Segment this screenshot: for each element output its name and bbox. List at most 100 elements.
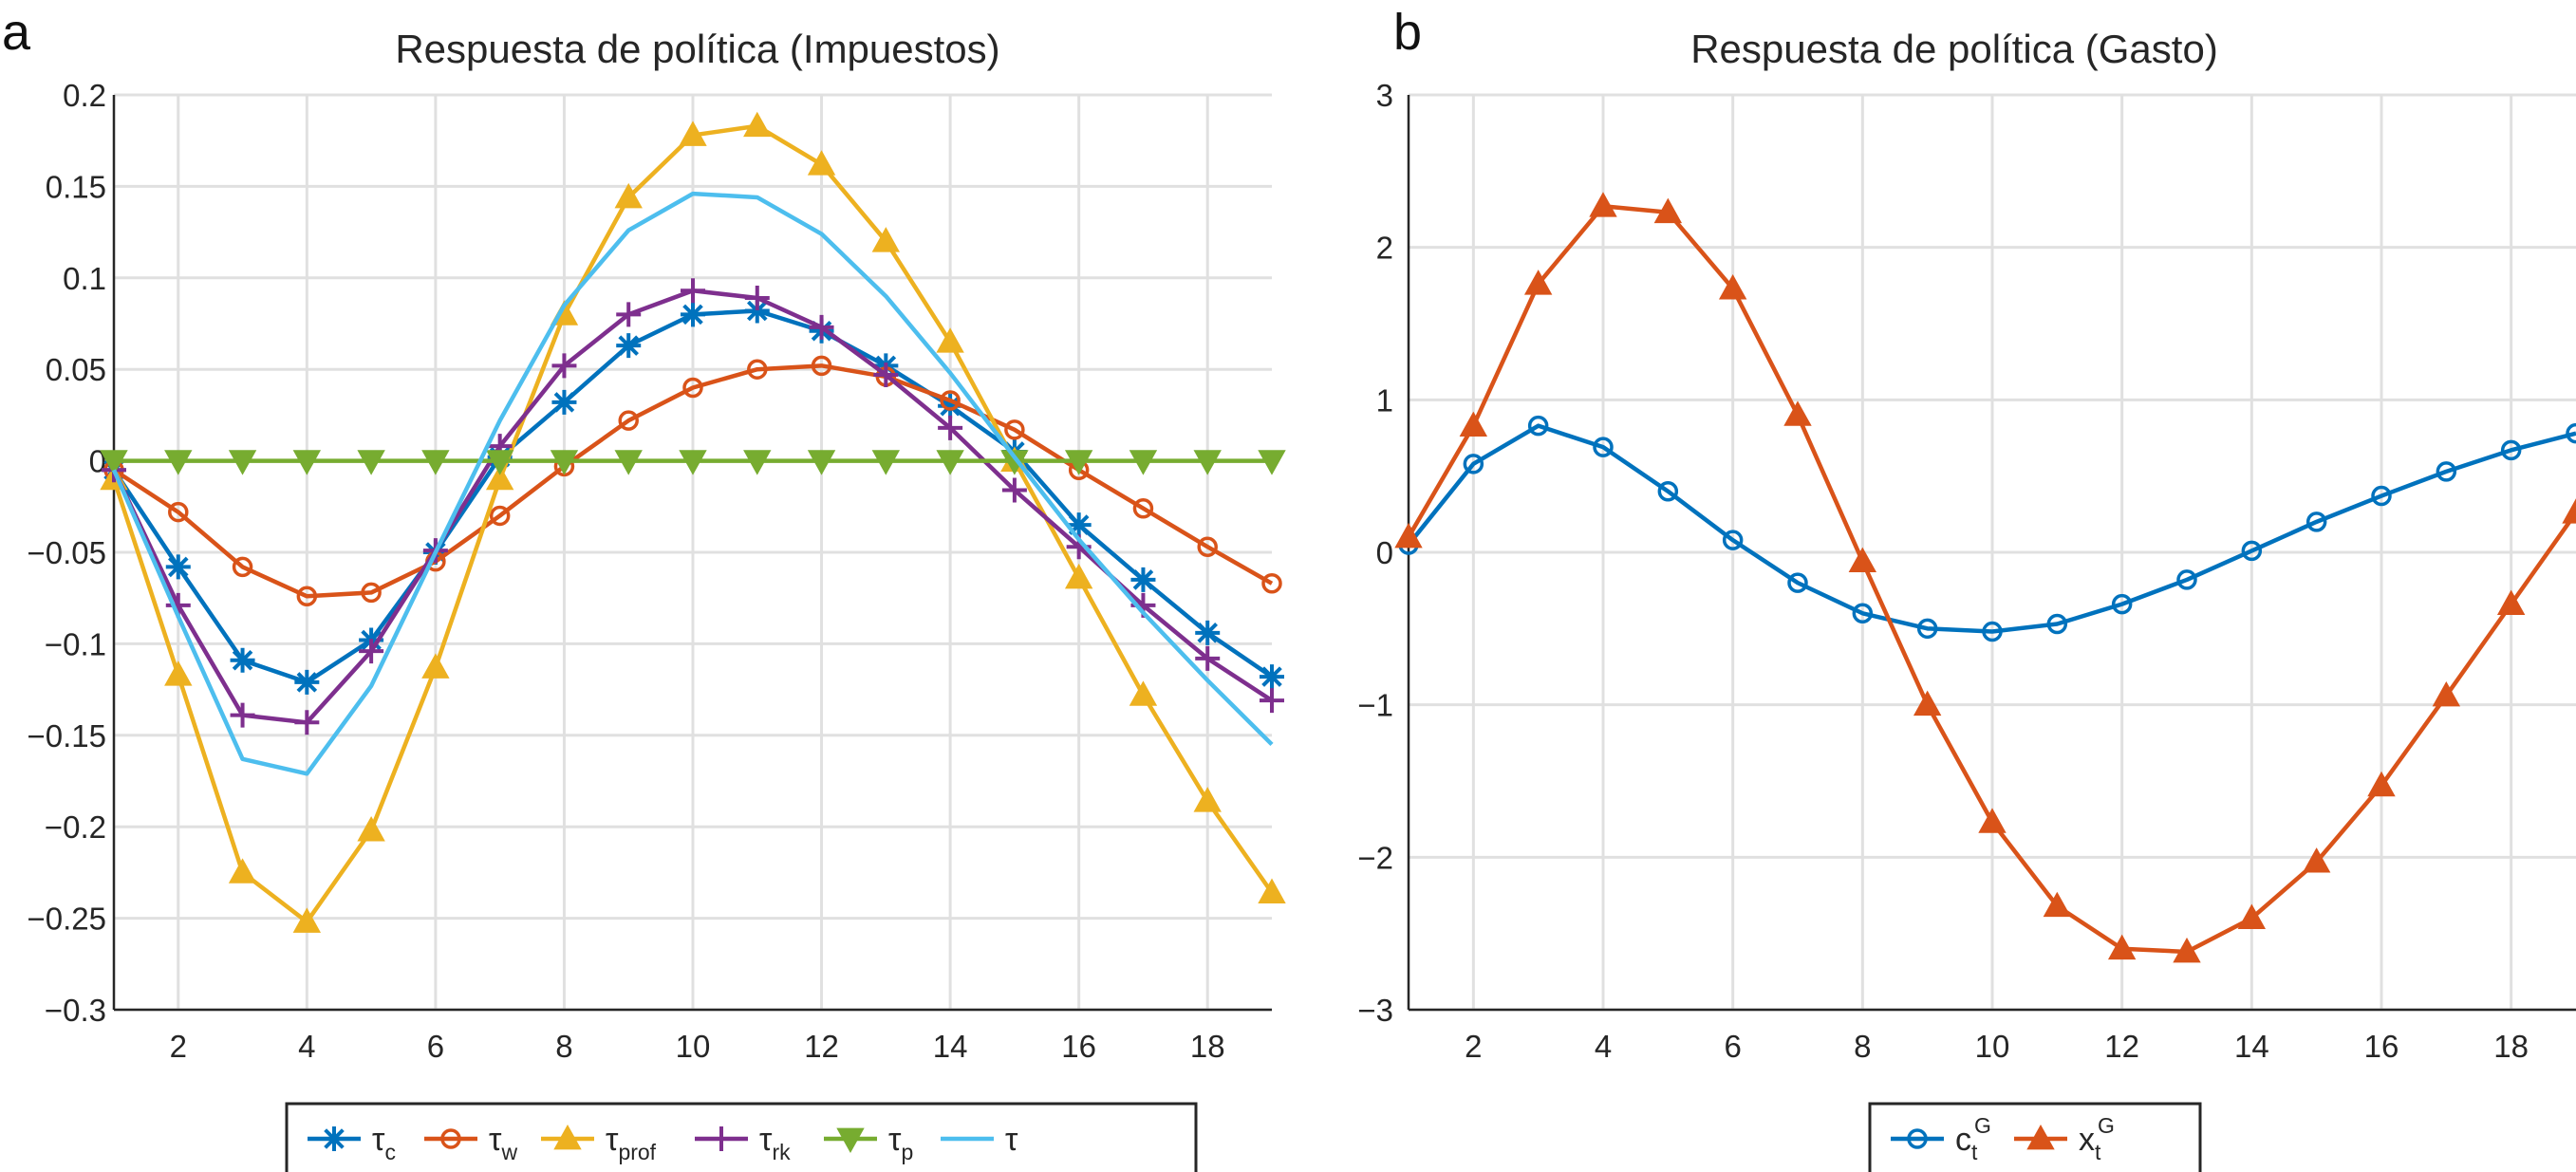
data-point (292, 907, 322, 933)
y-tick-label: −0.15 (28, 718, 107, 753)
data-point (1197, 536, 1218, 557)
data-point (1260, 688, 1284, 714)
data-point (228, 858, 257, 884)
data-point (1916, 618, 1938, 640)
data-point (2043, 891, 2072, 918)
data-point (807, 150, 836, 176)
data-point (807, 450, 836, 475)
data-point (938, 415, 963, 440)
x-tick-label: 4 (1595, 1029, 1612, 1064)
data-point (1258, 878, 1286, 904)
y-tick-label: 0.1 (63, 261, 106, 296)
legend-marker (322, 1126, 346, 1151)
y-tick-label: −3 (1357, 993, 1393, 1028)
legend-superscript: G (1974, 1113, 1991, 1138)
data-point (164, 660, 193, 686)
chart-title: Respuesta de política (Gasto) (1690, 27, 2218, 71)
x-tick-label: 12 (2104, 1029, 2139, 1064)
data-point (357, 815, 385, 842)
data-point (230, 647, 255, 673)
data-point (1523, 270, 1553, 295)
data-point (681, 302, 705, 327)
data-point (1064, 450, 1093, 475)
data-point (228, 450, 257, 475)
y-tick-label: −1 (1357, 688, 1393, 723)
legend-label: τrk (759, 1122, 791, 1164)
x-tick-label: 6 (427, 1029, 444, 1064)
x-tick-label: 4 (298, 1029, 315, 1064)
y-tick-label: 0.15 (46, 169, 106, 204)
legend-label: τprof (606, 1122, 657, 1164)
data-point (1787, 572, 1808, 593)
data-point (1459, 411, 1488, 437)
legend-label: τc (372, 1122, 396, 1164)
chart-title: Respuesta de política (Impuestos) (395, 27, 999, 71)
data-point (489, 505, 511, 527)
data-point (1195, 620, 1221, 645)
data-point (1653, 197, 1683, 224)
data-point (551, 353, 577, 379)
data-point (2173, 937, 2201, 963)
data-point (361, 582, 382, 604)
data-point (2436, 461, 2457, 482)
data-point (679, 450, 707, 475)
data-point (232, 556, 253, 578)
legend-label: τ (1005, 1122, 1018, 1158)
data-point (744, 298, 770, 324)
legend-item: xtG (2014, 1113, 2115, 1164)
data-point (164, 450, 193, 475)
data-point (2176, 569, 2197, 590)
series-line (1407, 423, 2576, 634)
data-point (100, 450, 128, 475)
legend-marker (2026, 1124, 2055, 1150)
data-point (2107, 934, 2137, 960)
y-tick-label: 0 (1376, 535, 1393, 570)
legend-marker (553, 1124, 582, 1150)
y-tick-label: −0.05 (28, 535, 107, 570)
data-point (1260, 664, 1284, 690)
data-point (485, 464, 514, 491)
series-line (111, 191, 1274, 776)
data-point (1001, 477, 1027, 503)
data-point (1718, 273, 1747, 300)
data-point (1783, 400, 1812, 426)
data-point (614, 182, 643, 209)
data-point (2241, 540, 2263, 562)
data-point (1064, 563, 1093, 589)
data-point (744, 286, 770, 311)
data-point (1130, 567, 1156, 592)
data-point (1982, 621, 2003, 642)
data-point (936, 327, 964, 353)
data-point (292, 450, 322, 475)
data-point (1066, 512, 1092, 538)
data-point (1463, 454, 1484, 474)
data-point (2432, 680, 2461, 707)
data-point (1193, 450, 1222, 475)
data-point (809, 314, 834, 340)
data-point (873, 362, 899, 387)
data-point (940, 390, 961, 411)
x-tick-label: 8 (555, 1029, 572, 1064)
data-point (616, 333, 642, 359)
series-ctG (1398, 415, 2576, 642)
data-point (1261, 573, 1282, 594)
data-point (1004, 419, 1025, 440)
x-tick-label: 18 (1190, 1029, 1225, 1064)
x-tick-label: 2 (1465, 1029, 1482, 1064)
x-tick-label: 16 (1061, 1029, 1096, 1064)
data-point (421, 450, 450, 475)
data-point (168, 501, 189, 523)
legend-item: τw (424, 1122, 517, 1164)
data-point (1593, 437, 1614, 457)
data-point (1129, 680, 1158, 706)
data-point (871, 450, 901, 475)
data-point (230, 702, 255, 728)
legend-item: τprof (541, 1122, 657, 1164)
data-point (743, 450, 772, 475)
legend-label: ct (1955, 1122, 1978, 1164)
legend: τc τw τprof τrk τp τ (285, 1102, 1198, 1172)
data-point (2371, 485, 2392, 507)
data-point (1527, 415, 1549, 437)
data-point (1258, 450, 1286, 475)
